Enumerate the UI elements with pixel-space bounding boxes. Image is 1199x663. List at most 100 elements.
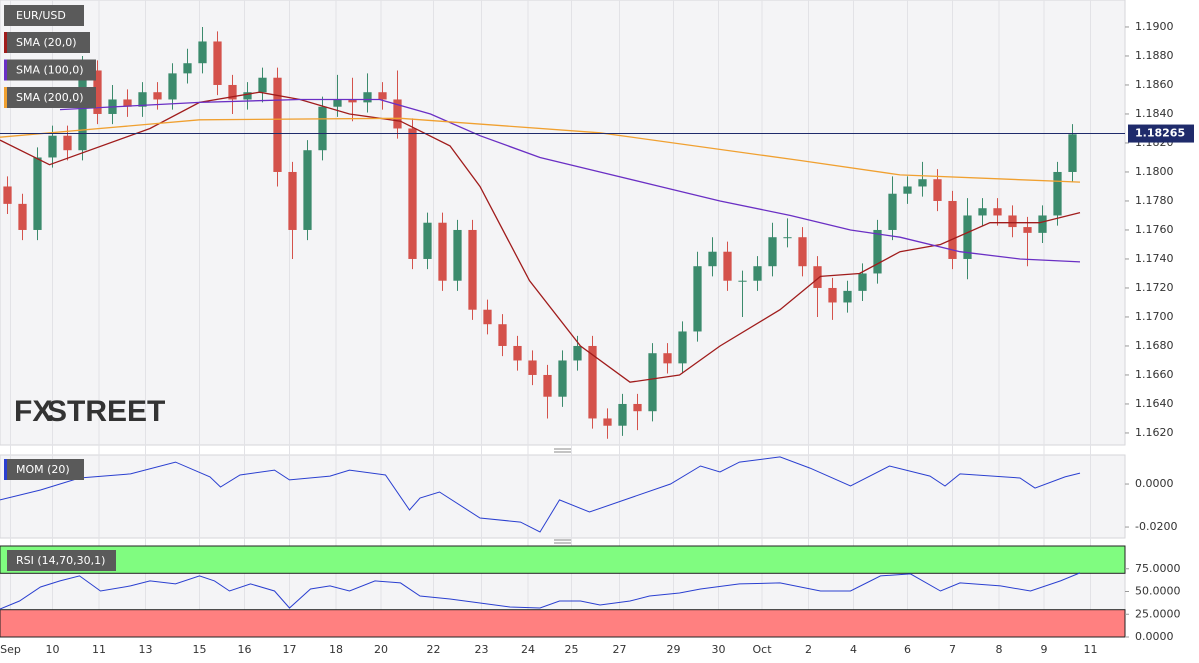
candle-body (888, 193, 897, 230)
y-tick-label: 1.1700 (1135, 310, 1174, 323)
x-tick-label: 27 (613, 643, 627, 656)
y-tick-label: 1.1800 (1135, 165, 1174, 178)
legend-label: MOM (20) (16, 463, 70, 476)
x-tick-label: Sep (0, 643, 21, 656)
candle-body (783, 237, 792, 239)
candle-body (948, 200, 957, 259)
candle-body (243, 92, 252, 100)
y-tick-label: 1.1900 (1135, 20, 1174, 33)
x-tick-label: 9 (1041, 643, 1048, 656)
indicator-line (0, 456, 1081, 533)
y-tick-label: 1.1680 (1135, 339, 1174, 352)
oversold-zone (0, 609, 1126, 638)
watermark: STREET (47, 395, 165, 428)
candle-body (123, 99, 132, 107)
watermark: FX (14, 395, 52, 428)
x-tick-label: 23 (475, 643, 489, 656)
candle-body (693, 266, 702, 332)
candle-body (183, 63, 192, 74)
candle-body (63, 135, 72, 151)
y-tick-label: 1.1640 (1135, 397, 1174, 410)
candle-body (378, 92, 387, 100)
candle-body (78, 70, 87, 151)
sma-line (59, 98, 1081, 263)
candle-body (678, 331, 687, 364)
candle-body (603, 418, 612, 426)
candle-body (468, 229, 477, 310)
legend-swatch (4, 550, 7, 571)
x-tick-label: 11 (1084, 643, 1098, 656)
legend-swatch (4, 87, 7, 108)
candle-body (1008, 215, 1017, 228)
x-tick-label: 15 (193, 643, 207, 656)
indicator-line (0, 572, 1081, 610)
candle-body (573, 345, 582, 361)
last-price-tag (1128, 124, 1194, 143)
y-tick-label: 1.1740 (1135, 252, 1174, 265)
legend-box (4, 87, 96, 108)
candle-body (738, 280, 747, 282)
legend-swatch (4, 32, 7, 53)
x-tick-label: 7 (949, 643, 956, 656)
candle-body (408, 128, 417, 259)
x-tick-label: 6 (904, 643, 911, 656)
candle-body (1038, 215, 1047, 233)
candle-body (168, 73, 177, 100)
candle-body (648, 353, 657, 412)
x-tick-label: 2 (805, 643, 812, 656)
candle-body (48, 135, 57, 158)
candle-body (318, 106, 327, 151)
x-tick-label: 24 (521, 643, 535, 656)
x-tick-label: Oct (752, 643, 772, 656)
x-tick-label: 30 (712, 643, 726, 656)
y-tick-label: 0.0000 (1135, 477, 1174, 490)
legend-box (4, 59, 96, 81)
candle-body (1068, 134, 1077, 172)
legend-swatch (4, 459, 7, 480)
candle-body (498, 324, 507, 346)
mom-panel (0, 454, 1126, 539)
candle-body (288, 171, 297, 230)
legend-box (4, 459, 84, 480)
y-tick-label: 75.0000 (1135, 562, 1181, 575)
candle-body (798, 237, 807, 267)
legend-box (4, 32, 90, 53)
y-tick-label: 1.1660 (1135, 368, 1174, 381)
legend-label: EUR/USD (16, 9, 66, 22)
candle-body (258, 77, 267, 93)
candle-body (348, 99, 357, 103)
candle-body (828, 287, 837, 303)
candle-body (18, 203, 27, 230)
splitter[interactable] (554, 448, 572, 453)
splitter[interactable] (554, 539, 572, 544)
candle-body (663, 353, 672, 364)
y-tick-label: 1.1760 (1135, 223, 1174, 236)
candle-body (153, 92, 162, 100)
x-tick-label: 18 (329, 643, 343, 656)
y-tick-label: 1.1880 (1135, 49, 1174, 62)
candle-body (363, 92, 372, 103)
y-tick-label: 1.1780 (1135, 194, 1174, 207)
legend-label: SMA (200,0) (16, 91, 84, 104)
candle-body (1023, 227, 1032, 233)
x-tick-label: 11 (92, 643, 106, 656)
candle-body (228, 84, 237, 100)
candle-body (393, 99, 402, 129)
x-tick-label: 17 (283, 643, 297, 656)
x-tick-label: 22 (427, 643, 441, 656)
legend-box (4, 5, 84, 26)
x-tick-label: 10 (46, 643, 60, 656)
y-tick-label: 1.1620 (1135, 426, 1174, 439)
legend-label: RSI (14,70,30,1) (16, 554, 105, 567)
candle-body (753, 266, 762, 281)
candle-body (483, 309, 492, 325)
candle-body (273, 77, 282, 172)
y-tick-label: -0.0200 (1135, 520, 1177, 533)
y-tick-label: 25.0000 (1135, 607, 1181, 620)
candle-body (1053, 171, 1062, 216)
legend-label: SMA (100,0) (16, 64, 84, 77)
overbought-zone (0, 545, 1126, 574)
candle-body (333, 99, 342, 107)
